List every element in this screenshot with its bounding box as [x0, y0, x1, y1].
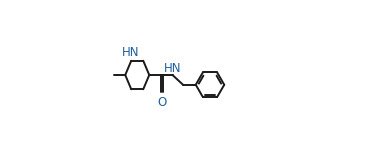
Text: O: O: [157, 96, 167, 108]
Text: HN: HN: [122, 46, 139, 59]
Text: HN: HN: [164, 63, 181, 75]
